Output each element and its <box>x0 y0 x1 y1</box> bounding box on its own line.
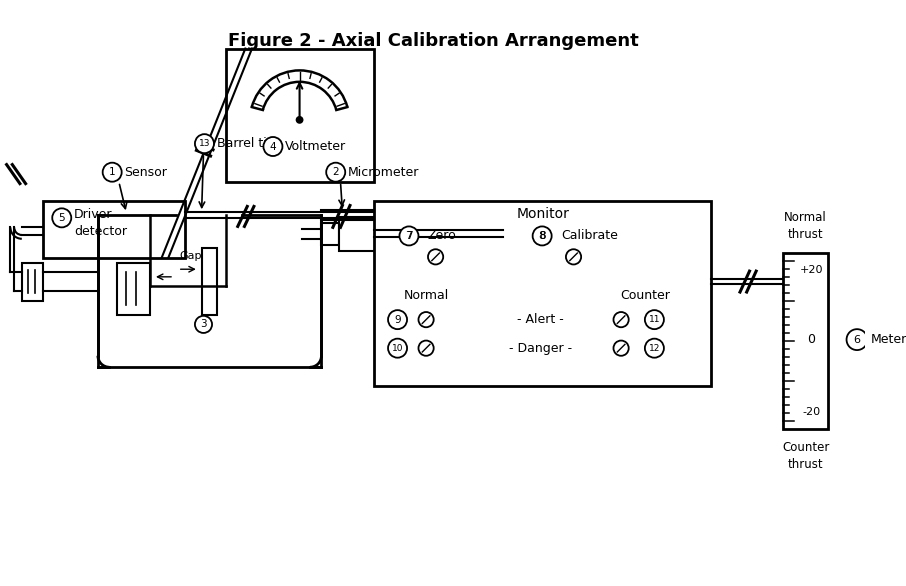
Text: 0: 0 <box>807 333 815 346</box>
Text: 4: 4 <box>270 141 276 152</box>
Circle shape <box>400 226 419 246</box>
Text: +20: +20 <box>800 265 823 275</box>
Bar <box>410 213 467 255</box>
Text: Counter: Counter <box>620 289 670 302</box>
Circle shape <box>195 134 214 153</box>
Circle shape <box>533 226 552 246</box>
Circle shape <box>102 163 121 182</box>
Text: Sensor: Sensor <box>124 166 168 179</box>
Text: Zero: Zero <box>428 230 457 243</box>
Bar <box>322 223 339 246</box>
Bar <box>226 49 374 182</box>
Text: 9: 9 <box>394 315 400 325</box>
Text: Barrel tip: Barrel tip <box>217 137 275 150</box>
Text: Counter
thrust: Counter thrust <box>782 441 829 471</box>
Bar <box>467 211 503 257</box>
Text: Micrometer: Micrometer <box>348 166 419 179</box>
Bar <box>202 248 217 315</box>
Circle shape <box>419 312 434 327</box>
Text: 2: 2 <box>333 167 339 177</box>
Text: 6: 6 <box>853 335 861 345</box>
Circle shape <box>846 329 867 350</box>
Text: Figure 2 - Axial Calibration Arrangement: Figure 2 - Axial Calibration Arrangement <box>228 32 639 50</box>
Text: 13: 13 <box>198 139 210 148</box>
Circle shape <box>297 117 303 122</box>
Text: 7: 7 <box>406 231 412 241</box>
Bar <box>374 201 711 386</box>
Text: 11: 11 <box>649 315 660 324</box>
Text: detector: detector <box>74 224 127 238</box>
Circle shape <box>613 312 629 327</box>
Bar <box>783 253 828 429</box>
Circle shape <box>428 249 443 264</box>
Circle shape <box>264 137 283 156</box>
Text: Gap: Gap <box>178 251 201 261</box>
Circle shape <box>326 163 345 182</box>
Text: 10: 10 <box>391 343 403 353</box>
Text: 5: 5 <box>59 213 65 223</box>
Circle shape <box>645 339 664 357</box>
Circle shape <box>566 249 581 264</box>
Text: Meter: Meter <box>871 333 906 346</box>
Text: Normal: Normal <box>403 289 448 302</box>
Text: -20: -20 <box>803 407 821 417</box>
Text: 12: 12 <box>649 343 660 353</box>
Bar <box>43 201 186 258</box>
Text: Driver: Driver <box>74 207 112 220</box>
Text: 1: 1 <box>109 167 115 177</box>
Circle shape <box>388 339 407 357</box>
Text: Monitor: Monitor <box>516 207 569 221</box>
Circle shape <box>613 340 629 356</box>
Circle shape <box>53 209 72 227</box>
Circle shape <box>195 316 212 333</box>
Circle shape <box>388 310 407 329</box>
Text: 7: 7 <box>405 231 412 241</box>
Text: 3: 3 <box>200 319 207 329</box>
Bar <box>339 217 410 251</box>
Text: - Danger -: - Danger - <box>508 342 572 355</box>
Text: Voltmeter: Voltmeter <box>285 140 346 153</box>
Text: 8: 8 <box>539 231 545 241</box>
Text: - Alert -: - Alert - <box>516 313 564 326</box>
Bar <box>22 263 43 301</box>
Bar <box>117 263 150 315</box>
Text: 8: 8 <box>538 231 545 241</box>
Circle shape <box>645 310 664 329</box>
Text: Calibrate: Calibrate <box>561 230 618 243</box>
Text: Normal
thrust: Normal thrust <box>785 212 827 241</box>
Circle shape <box>419 340 434 356</box>
